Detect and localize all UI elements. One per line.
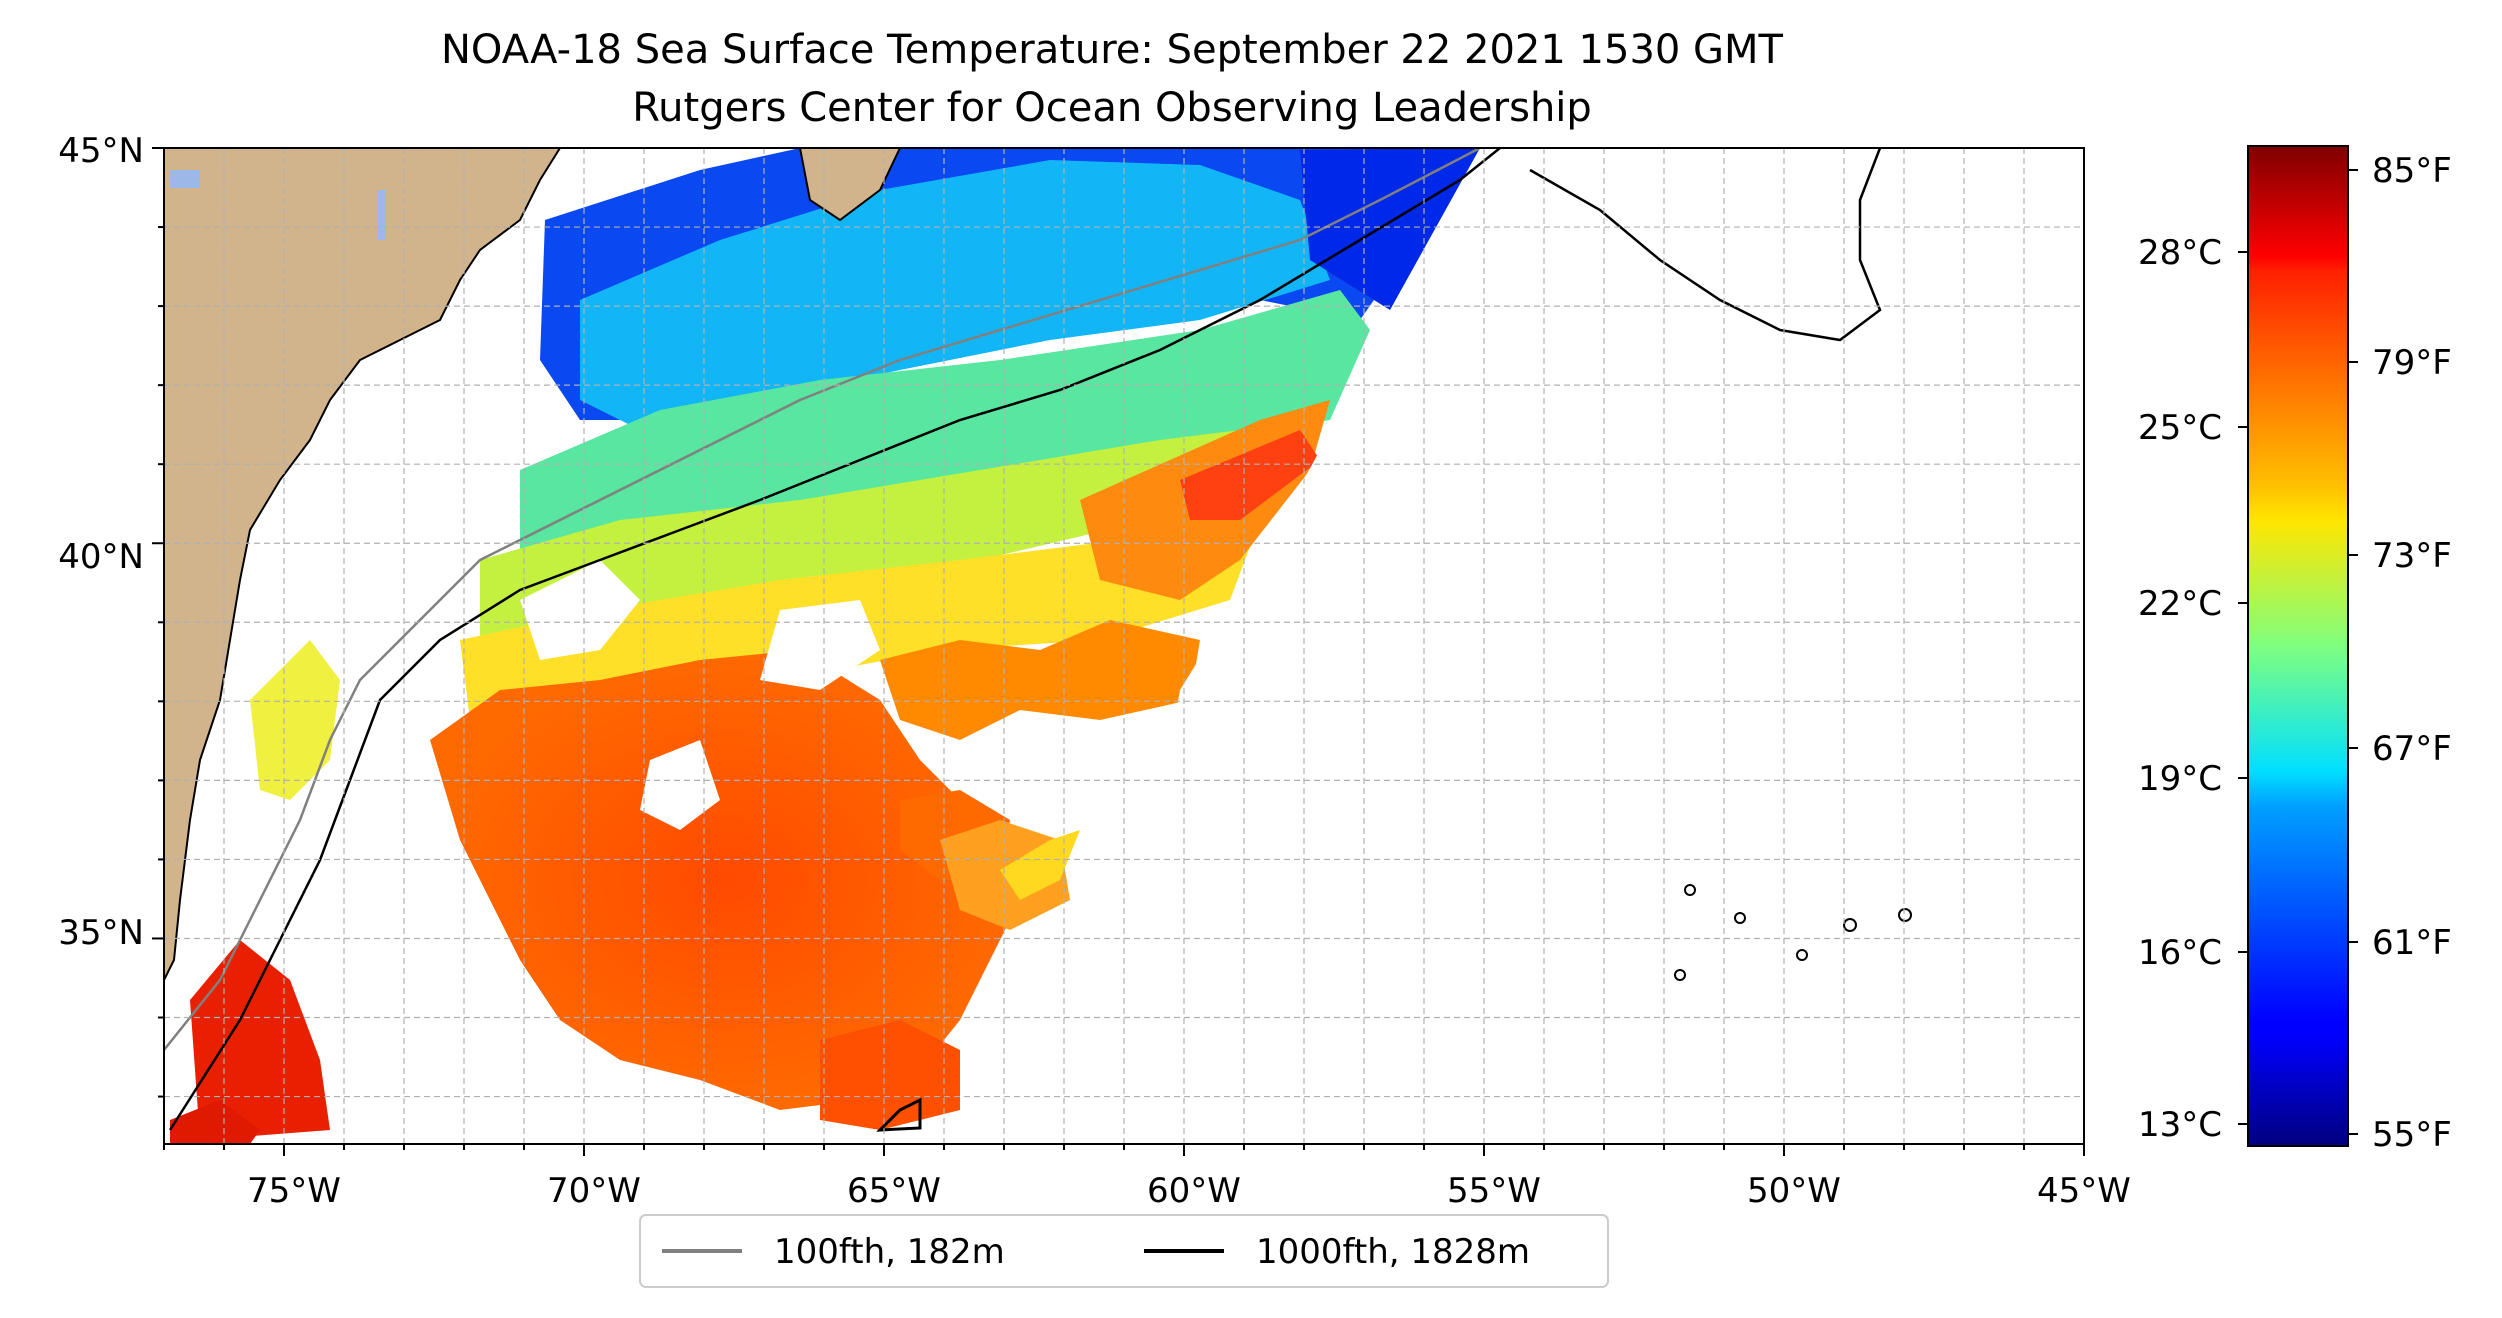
colorbar-celsius-label: 25°C: [2138, 408, 2222, 448]
cloud-gap-1: [520, 560, 640, 660]
seamount-4: [1796, 949, 1808, 961]
colorbar-fahrenheit-label: 67°F: [2372, 729, 2452, 769]
seamount-6: [1674, 969, 1686, 981]
x-tick-labels: 75°W 70°W 65°W 60°W 55°W 50°W 45°W: [247, 1171, 2131, 1211]
colorbar-celsius-label: 13°C: [2138, 1105, 2222, 1145]
sst-data: [170, 148, 1480, 1144]
colorbar-fahrenheit-label: 85°F: [2372, 151, 2452, 191]
sst-southern-orange-field: [430, 650, 1020, 1110]
axis-ticks: [152, 147, 2085, 1156]
map-panel: [164, 148, 2084, 1144]
y-tick-labels: 45°N 40°N 35°N: [58, 131, 144, 953]
colorbar-ticks: [2238, 169, 2358, 1135]
lake-1: [170, 170, 200, 188]
x-tick-label: 70°W: [547, 1171, 641, 1211]
map-subtitle: Rutgers Center for Ocean Observing Leade…: [632, 85, 1592, 131]
colorbar-celsius-label: 22°C: [2138, 584, 2222, 624]
map-gridlines: [164, 148, 2084, 1144]
sst-coastal-red: [190, 940, 330, 1140]
contour-bermuda: [876, 1097, 922, 1132]
sst-lime-region: [480, 420, 1320, 640]
map-title: NOAA-18 Sea Surface Temperature: Septemb…: [441, 27, 1784, 73]
sst-yellow-patch-se: [1000, 830, 1080, 900]
x-tick-label: 65°W: [847, 1171, 941, 1211]
land-nova-scotia: [798, 148, 902, 222]
y-tick-label: 45°N: [58, 131, 144, 171]
seamount-3: [1843, 918, 1857, 932]
x-tick-label: 45°W: [2037, 1171, 2131, 1211]
x-tick-label: 60°W: [1147, 1171, 1241, 1211]
y-tick-label: 35°N: [58, 913, 144, 953]
contour-100fth: [164, 148, 1481, 1051]
sst-red-streak: [1180, 430, 1320, 520]
legend: 100fth, 182m 1000fth, 1828m: [639, 1214, 1609, 1288]
sst-south-tip-red: [170, 1100, 260, 1144]
colorbar-celsius-label: 16°C: [2138, 933, 2222, 973]
legend-box: [639, 1214, 1609, 1288]
cloud-gap-3: [640, 740, 720, 830]
colorbar-fahrenheit-label: 73°F: [2372, 536, 2452, 576]
swath-edge-mask: [1100, 148, 2084, 1144]
sst-coastal-yellow: [250, 640, 340, 800]
y-tick-label: 40°N: [58, 537, 144, 577]
legend-label-100fth: 100fth, 182m: [774, 1232, 1005, 1272]
seamount-1: [1684, 884, 1696, 896]
colorbar-celsius-label: 28°C: [2138, 233, 2222, 273]
sst-orange-patch-east: [880, 620, 1200, 740]
legend-label-1000fth: 1000fth, 1828m: [1256, 1232, 1530, 1272]
sst-deep-blue-offshore: [1300, 148, 1480, 310]
seamount-2: [1734, 912, 1746, 924]
colorbar-fahrenheit-label: 61°F: [2372, 923, 2452, 963]
colorbar-celsius-label: 19°C: [2138, 759, 2222, 799]
x-tick-label: 75°W: [247, 1171, 341, 1211]
lake-2: [378, 190, 386, 240]
x-tick-label: 55°W: [1447, 1171, 1541, 1211]
x-tick-label: 50°W: [1747, 1171, 1841, 1211]
seamount-5: [1898, 908, 1912, 922]
colorbar-fahrenheit-label: 55°F: [2372, 1115, 2452, 1155]
colorbar: 28°C 25°C 22°C 19°C 16°C 13°C 85°F 79°F …: [2138, 145, 2452, 1155]
contour-greenland-shelf: [1529, 148, 1882, 342]
colorbar-fahrenheit-label: 79°F: [2372, 343, 2452, 383]
sst-south-edge-warm: [820, 1020, 960, 1130]
colorbar-gradient: [2247, 145, 2349, 1147]
